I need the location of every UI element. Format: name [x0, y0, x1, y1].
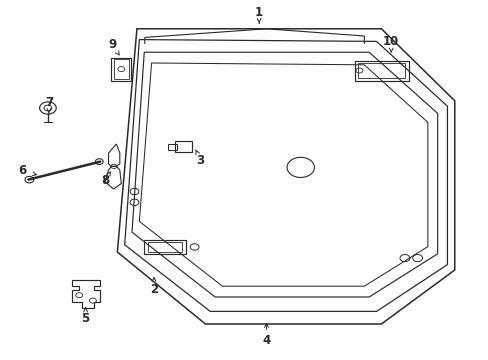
Text: 2: 2 — [150, 283, 158, 296]
Bar — [148, 242, 182, 252]
Bar — [175, 141, 192, 152]
Text: 8: 8 — [101, 174, 109, 186]
Text: 10: 10 — [382, 35, 399, 48]
Bar — [144, 240, 185, 254]
Text: 6: 6 — [18, 165, 26, 177]
Bar — [358, 63, 405, 78]
Bar — [168, 144, 177, 150]
Text: 7: 7 — [45, 96, 53, 109]
Text: 3: 3 — [196, 154, 204, 167]
Text: 1: 1 — [255, 6, 263, 19]
Text: 9: 9 — [108, 39, 116, 51]
Text: 5: 5 — [81, 312, 89, 325]
Bar — [354, 61, 408, 81]
Bar — [114, 59, 128, 79]
Text: 4: 4 — [262, 334, 270, 347]
